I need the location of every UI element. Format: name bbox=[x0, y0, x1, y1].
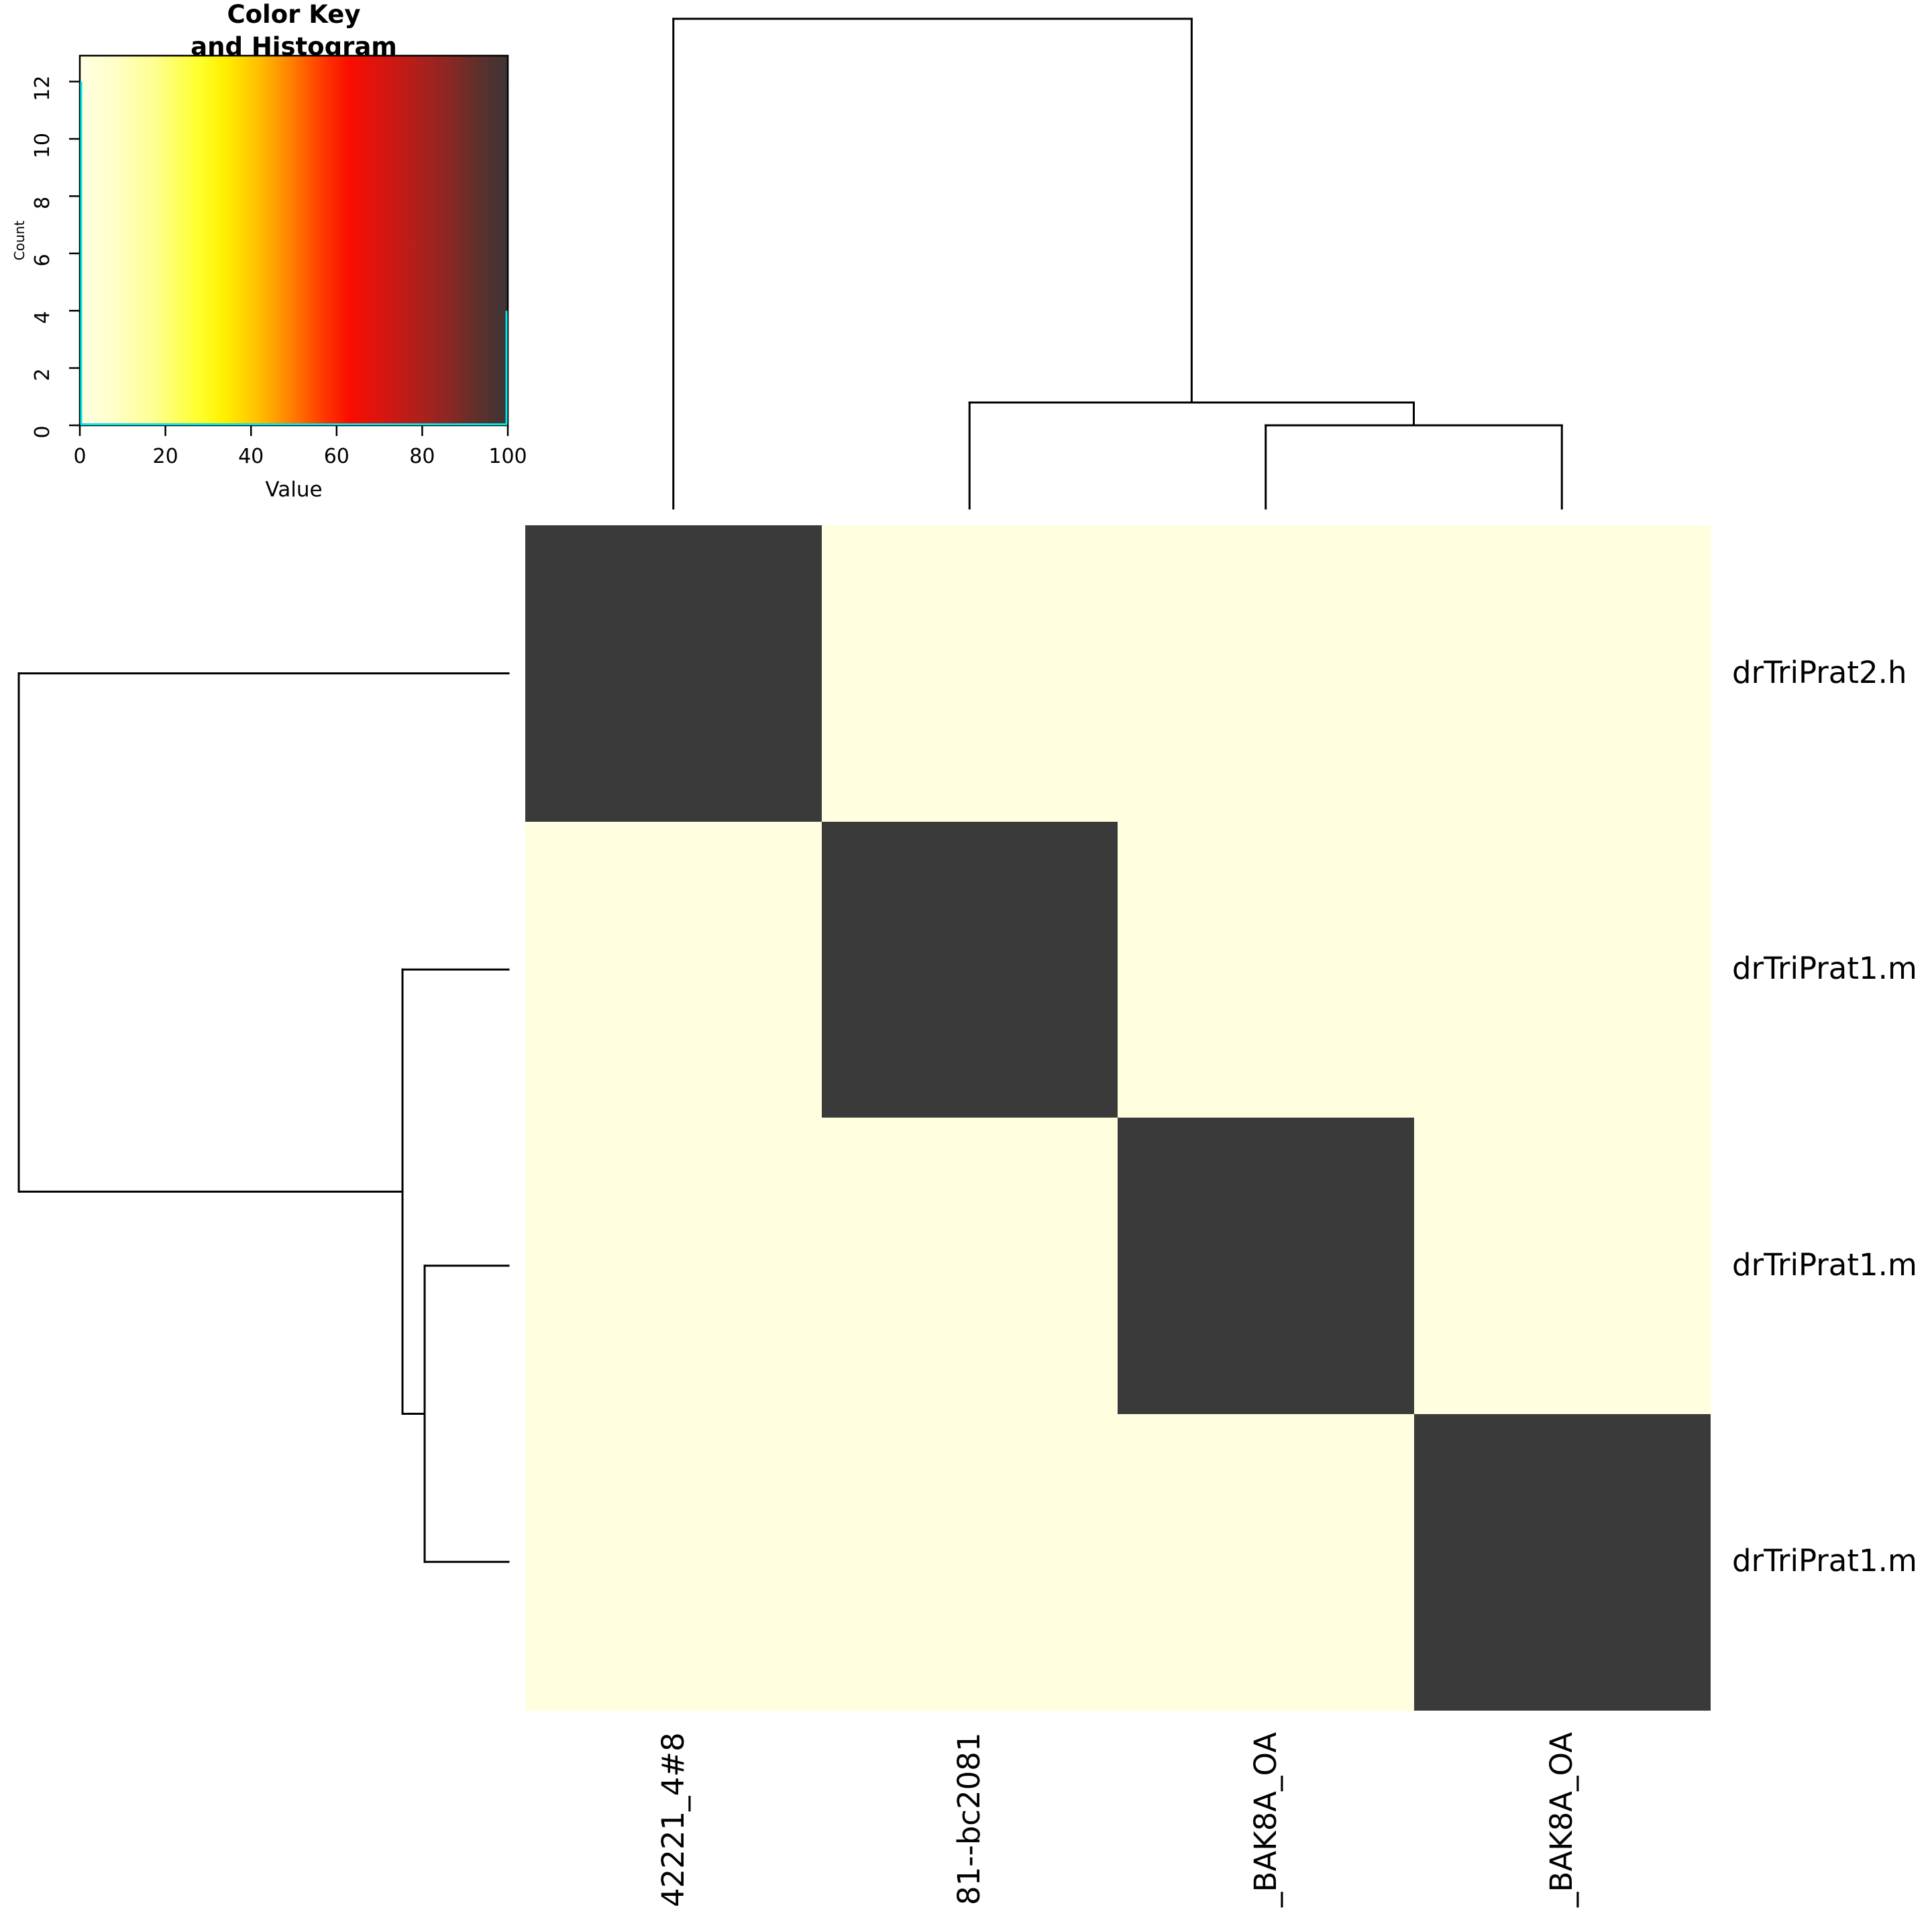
axis-tick-label: 2 bbox=[31, 368, 54, 381]
axis-tick-label: 80 bbox=[409, 445, 435, 468]
heatmap-cell bbox=[1118, 821, 1414, 1118]
row-label: drTriPrat2.h bbox=[1732, 654, 1907, 690]
axis-tick-label: 0 bbox=[73, 445, 86, 468]
axis-tick-label: 8 bbox=[31, 197, 54, 209]
column-dendrogram bbox=[672, 17, 1563, 510]
heatmap-cell bbox=[821, 1118, 1118, 1414]
axis-tick-label: 6 bbox=[31, 254, 54, 266]
row-dendrogram bbox=[17, 672, 510, 1563]
heatmap-cell bbox=[1118, 1413, 1414, 1711]
axis-tick-label: 10 bbox=[31, 133, 54, 158]
axis-tick-label: 12 bbox=[31, 76, 54, 101]
color-key-title-line1: Color Key bbox=[227, 0, 360, 29]
heatmap-cell bbox=[525, 1118, 822, 1414]
heatmap-cell bbox=[821, 1413, 1118, 1711]
color-key-gradient bbox=[78, 54, 509, 427]
row-label: drTriPrat1.m bbox=[1732, 951, 1917, 987]
heatmap-cell bbox=[1413, 1118, 1711, 1414]
heatmap-cell bbox=[1413, 1413, 1711, 1711]
column-label: 81--bc2081 bbox=[951, 1732, 987, 1905]
heatmap-cell bbox=[1118, 1118, 1414, 1414]
row-label: drTriPrat1.m bbox=[1732, 1543, 1917, 1579]
heatmap-cell bbox=[1118, 525, 1414, 822]
heatmap-cell bbox=[525, 821, 822, 1118]
heatmap-matrix bbox=[525, 525, 1711, 1711]
heatmap-cell bbox=[525, 525, 822, 822]
heatmap-cell bbox=[821, 525, 1118, 822]
axis-tick-label: 40 bbox=[238, 445, 264, 468]
axis-tick-label: 60 bbox=[324, 445, 350, 468]
column-label: 42221_4#8 bbox=[655, 1732, 691, 1907]
column-label: _BAK8A_OA bbox=[1544, 1732, 1580, 1907]
axis-tick-label: 4 bbox=[31, 311, 54, 324]
color-key: Color Key and Histogram 0 20 40 60 80 1000246… bbox=[11, 0, 527, 502]
heatmap-cell bbox=[821, 821, 1118, 1118]
heatmap-cell bbox=[1413, 525, 1711, 822]
heatmap-cell bbox=[525, 1413, 822, 1711]
row-label: drTriPrat1.m bbox=[1732, 1246, 1917, 1283]
axis-tick-label: 100 bbox=[488, 445, 527, 468]
color-key-ylabel: Count bbox=[11, 221, 28, 261]
axis-tick-label: 0 bbox=[31, 425, 54, 438]
axis-tick-label: 20 bbox=[153, 445, 178, 468]
column-label: _BAK8A_OA bbox=[1247, 1732, 1283, 1907]
color-key-xlabel: Value bbox=[265, 478, 322, 502]
heatmap-cell bbox=[1413, 821, 1711, 1118]
